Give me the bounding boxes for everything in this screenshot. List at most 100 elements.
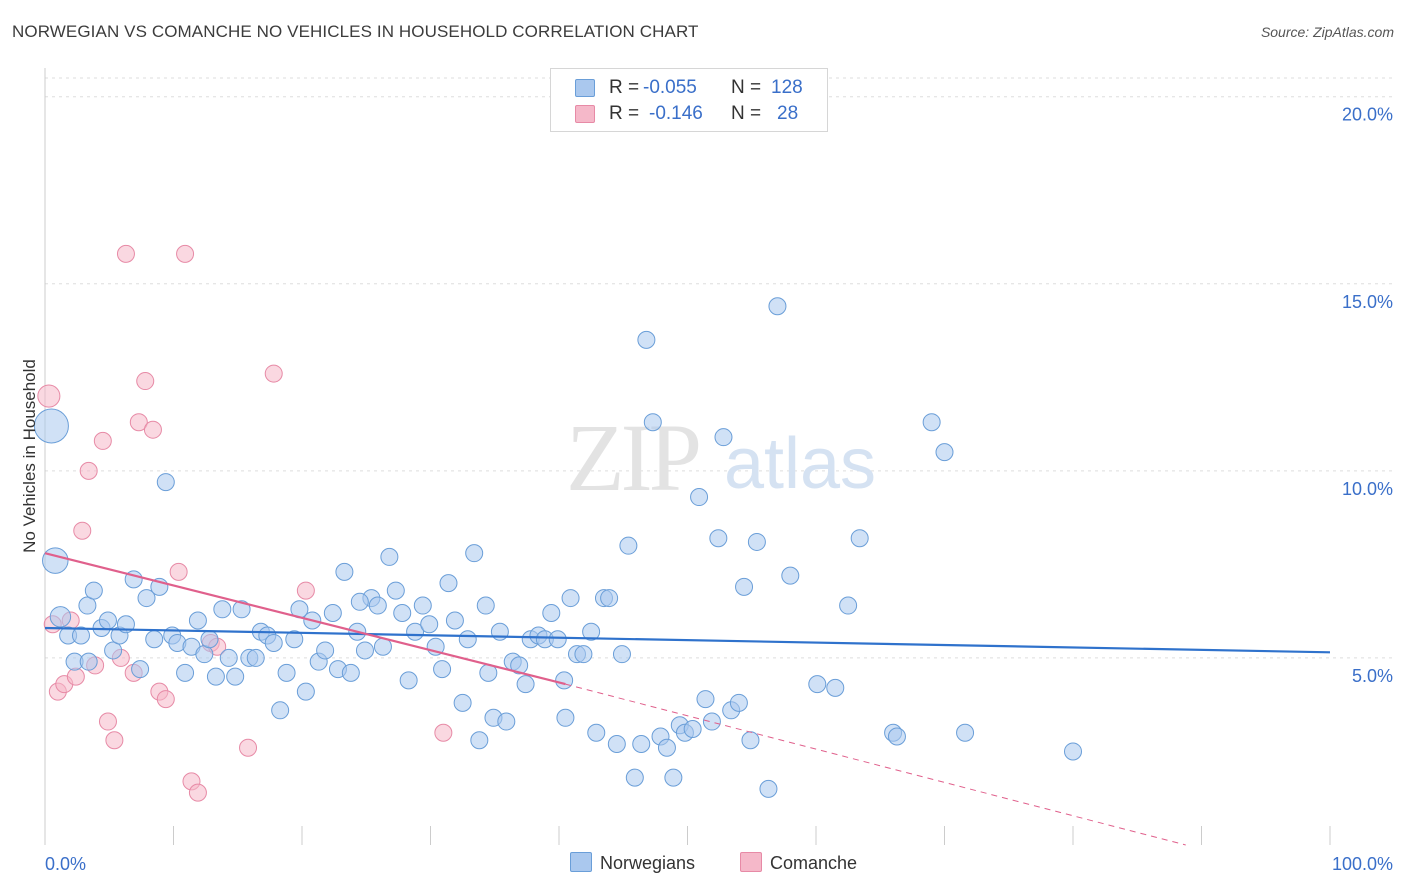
norwegian-point <box>612 645 631 664</box>
x-tick-label-min: 0.0% <box>45 854 86 874</box>
chart-title: NORWEGIAN VS COMANCHE NO VEHICLES IN HOU… <box>12 22 699 41</box>
norwegian-point <box>445 611 464 630</box>
norwegian-point <box>433 660 452 679</box>
norwegian-point <box>625 768 644 787</box>
watermark-zip: ZIP <box>566 404 699 511</box>
comanche-point <box>105 731 124 750</box>
legend-label-comanche: Comanche <box>770 853 858 873</box>
norwegian-point <box>323 604 342 623</box>
norwegian-point <box>465 544 484 563</box>
norwegian-point <box>781 566 800 585</box>
norwegian-point <box>368 596 387 615</box>
norwegian-point <box>206 667 225 686</box>
norwegian-point <box>335 562 354 581</box>
norwegian-point <box>79 652 98 671</box>
norwegian-point <box>850 529 869 548</box>
norwegian-point <box>548 630 567 649</box>
norwegian-point <box>350 592 369 611</box>
norwegian-trend-line <box>44 626 1331 654</box>
norwegian-point <box>277 663 296 682</box>
norwegian-point <box>285 630 304 649</box>
norwegian-point <box>657 738 676 757</box>
norwegian-point <box>145 630 164 649</box>
y-axis-label: No Vehicles in Household <box>20 359 39 553</box>
y-tick-label: 5.0% <box>1352 666 1393 686</box>
norwegian-point <box>176 663 195 682</box>
comanche-points <box>37 244 453 802</box>
norwegian-point <box>956 723 975 742</box>
norwegian-point <box>702 712 721 731</box>
norwegian-point <box>264 633 283 652</box>
norwegian-point <box>271 701 290 720</box>
norwegian-point <box>458 630 477 649</box>
norwegian-point <box>542 604 561 623</box>
norwegian-point <box>664 768 683 787</box>
norwegian-point <box>131 660 150 679</box>
legend-n-label: N = <box>731 77 762 98</box>
norwegian-point <box>759 779 778 798</box>
comanche-point <box>264 364 283 383</box>
comanche-point <box>136 372 155 391</box>
norwegian-point <box>607 734 626 753</box>
y-tick-label: 20.0% <box>1342 105 1393 125</box>
norwegian-point <box>42 547 69 574</box>
norwegian-point <box>71 626 90 645</box>
comanche-point <box>73 521 92 540</box>
norwegian-point <box>582 622 601 641</box>
legend-item-norwegians: Norwegians <box>570 852 695 874</box>
y-tick-label: 15.0% <box>1342 292 1393 312</box>
norwegian-point <box>156 473 175 492</box>
watermark: ZIP atlas <box>566 404 876 511</box>
comanche-point <box>176 244 195 263</box>
norwegian-point <box>497 712 516 731</box>
norwegian-point <box>587 723 606 742</box>
norwegian-point <box>399 671 418 690</box>
norwegian-point <box>643 413 662 432</box>
norwegian-point <box>296 682 315 701</box>
legend-r-label: R = <box>609 77 640 98</box>
norwegian-point <box>316 641 335 660</box>
norwegian-point <box>510 656 529 675</box>
norwegian-point <box>516 675 535 694</box>
norwegian-point <box>246 648 265 667</box>
norwegian-point <box>561 589 580 608</box>
norwegian-point <box>226 667 245 686</box>
source-credit: Source: ZipAtlas.com <box>1260 24 1394 40</box>
norwegian-point <box>555 671 574 690</box>
norwegian-point <box>768 297 787 316</box>
norwegian-point <box>49 606 72 628</box>
comanche-point <box>98 712 117 731</box>
norwegian-point <box>380 547 399 566</box>
norwegian-point <box>470 731 489 750</box>
legend-n-value: 28 <box>777 103 799 124</box>
comanche-point <box>129 413 148 432</box>
norwegian-point <box>1064 742 1082 761</box>
norwegian-point <box>413 596 432 615</box>
norwegian-point <box>619 536 638 555</box>
norwegian-point <box>78 596 97 615</box>
norwegian-point <box>632 734 651 753</box>
norwegian-point <box>696 690 715 709</box>
legend-r-label: R = <box>609 103 640 124</box>
comanche-point <box>296 581 315 600</box>
norwegian-point <box>200 630 219 649</box>
norwegian-point <box>709 529 728 548</box>
comanche-point <box>169 562 188 581</box>
norwegian-point <box>393 604 412 623</box>
legend-label-norwegians: Norwegians <box>600 853 696 873</box>
tick-labels: 5.0% 10.0% 15.0% 20.0% 0.0% 100.0% <box>45 105 1393 874</box>
norwegian-point <box>213 600 232 619</box>
comanche-point <box>188 783 207 802</box>
legend-swatch-blue <box>575 79 595 97</box>
comanche-point <box>434 723 453 742</box>
legend-n-value: 128 <box>771 77 803 98</box>
watermark-atlas: atlas <box>724 424 876 504</box>
norwegian-point <box>219 648 238 667</box>
norwegian-point <box>741 731 760 750</box>
norwegian-point <box>839 596 858 615</box>
legend-r-value: -0.055 <box>643 77 697 98</box>
norwegian-point <box>84 581 103 600</box>
x-tick-label-max: 100.0% <box>1332 854 1393 874</box>
comanche-trend-extension <box>565 683 1186 846</box>
norwegian-point <box>137 589 156 608</box>
